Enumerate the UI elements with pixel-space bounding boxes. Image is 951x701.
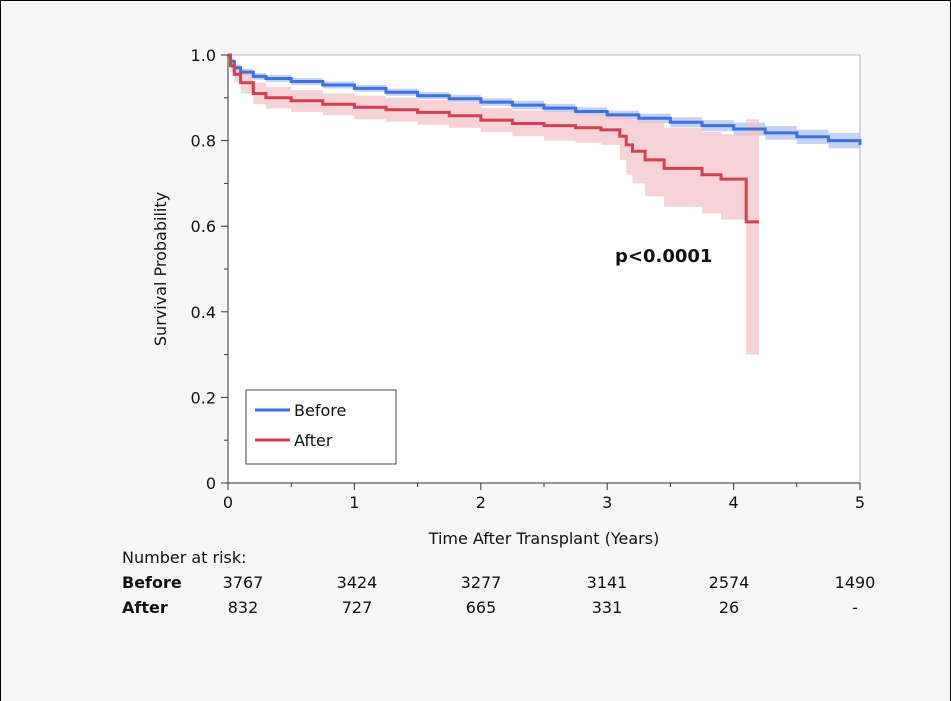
x-tick-label: 3 — [602, 493, 612, 512]
y-tick-label: 0.4 — [191, 303, 216, 322]
risk-value-after: - — [852, 598, 858, 617]
x-axis-ticks: 0 1 2 3 4 5 — [223, 483, 865, 512]
y-tick-label: 0 — [206, 474, 216, 493]
y-axis-title: Survival Probability — [151, 192, 170, 346]
y-tick-label: 0.2 — [191, 388, 216, 407]
x-tick-label: 0 — [223, 493, 233, 512]
legend-label-after: After — [294, 431, 333, 450]
risk-value-before: 3141 — [587, 573, 628, 592]
risk-row-label-after: After — [122, 598, 168, 617]
risk-value-before: 1490 — [835, 573, 876, 592]
risk-value-after: 331 — [592, 598, 623, 617]
legend-box — [245, 389, 397, 465]
legend-label-before: Before — [294, 401, 346, 420]
x-tick-label: 1 — [349, 493, 359, 512]
curve-after — [228, 53, 759, 224]
risk-value-before: 2574 — [709, 573, 750, 592]
x-tick-label: 2 — [476, 493, 486, 512]
legend: Before After — [245, 389, 397, 465]
risk-value-before: 3767 — [223, 573, 264, 592]
x-axis-title: Time After Transplant (Years) — [428, 529, 660, 548]
x-tick-label: 4 — [729, 493, 739, 512]
x-tick-label: 5 — [855, 493, 865, 512]
risk-value-after: 665 — [466, 598, 497, 617]
risk-row-label-before: Before — [122, 573, 182, 592]
survival-chart: 0 0.2 0.4 0.6 0.8 1.0 0 1 2 3 4 5 Survival Probabi… — [122, 46, 875, 617]
y-tick-label: 1.0 — [191, 46, 216, 65]
risk-value-before: 3277 — [461, 573, 502, 592]
curve-before — [228, 53, 862, 145]
risk-value-after: 832 — [228, 598, 259, 617]
survival-curves — [228, 53, 862, 224]
band-after — [228, 55, 759, 355]
risk-table: Number at risk: Before After 3767 3424 327… — [122, 548, 875, 617]
risk-table-values: 3767 3424 3277 3141 2574 1490 832 727 665 331 26 - — [223, 573, 876, 617]
risk-value-after: 26 — [719, 598, 739, 617]
y-tick-label: 0.8 — [191, 132, 216, 151]
risk-value-after: 727 — [342, 598, 373, 617]
risk-value-before: 3424 — [337, 573, 378, 592]
p-value-annotation: p<0.0001 — [615, 246, 712, 267]
risk-table-header: Number at risk: — [122, 548, 247, 567]
y-axis-ticks: 0 0.2 0.4 0.6 0.8 1.0 — [191, 46, 228, 493]
y-tick-label: 0.6 — [191, 217, 216, 236]
